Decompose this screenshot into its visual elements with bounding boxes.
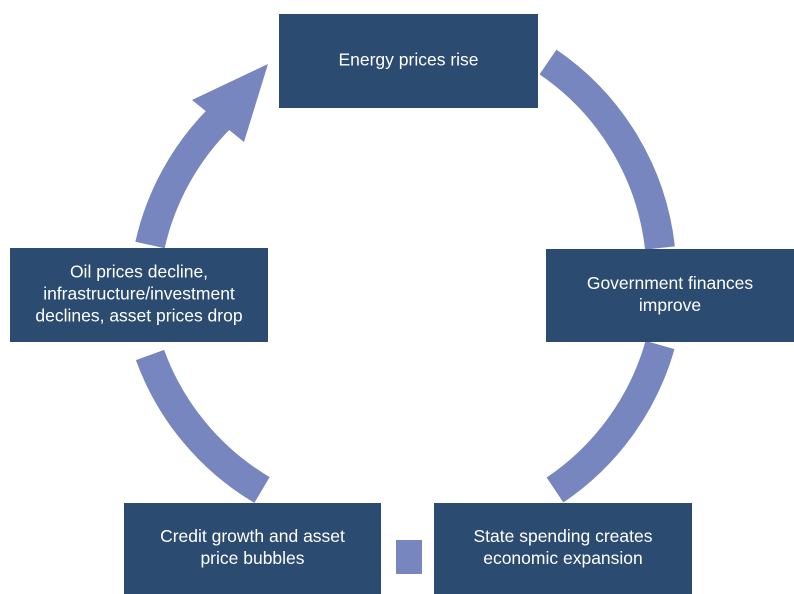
node-label: price bubbles xyxy=(200,548,304,568)
arc xyxy=(546,340,675,503)
node-box xyxy=(124,503,381,594)
node-label: Oil prices decline, xyxy=(70,262,208,282)
node-box xyxy=(279,14,538,108)
node-label: improve xyxy=(639,295,701,315)
node-label: declines, asset prices drop xyxy=(35,306,242,326)
node-label: infrastructure/investment xyxy=(43,284,235,304)
node-box xyxy=(10,248,268,342)
node-label: economic expansion xyxy=(483,548,643,568)
node-label: State spending creates xyxy=(473,526,652,546)
arc xyxy=(135,107,231,249)
node-label: Government finances xyxy=(587,273,754,293)
node-label: Energy prices rise xyxy=(338,50,478,70)
node-box xyxy=(546,249,794,342)
arc xyxy=(539,49,675,250)
node-label: Credit growth and asset xyxy=(160,526,345,546)
arc xyxy=(135,349,270,503)
arrow-head xyxy=(192,64,268,142)
node-box xyxy=(434,503,692,594)
connector xyxy=(396,540,422,574)
